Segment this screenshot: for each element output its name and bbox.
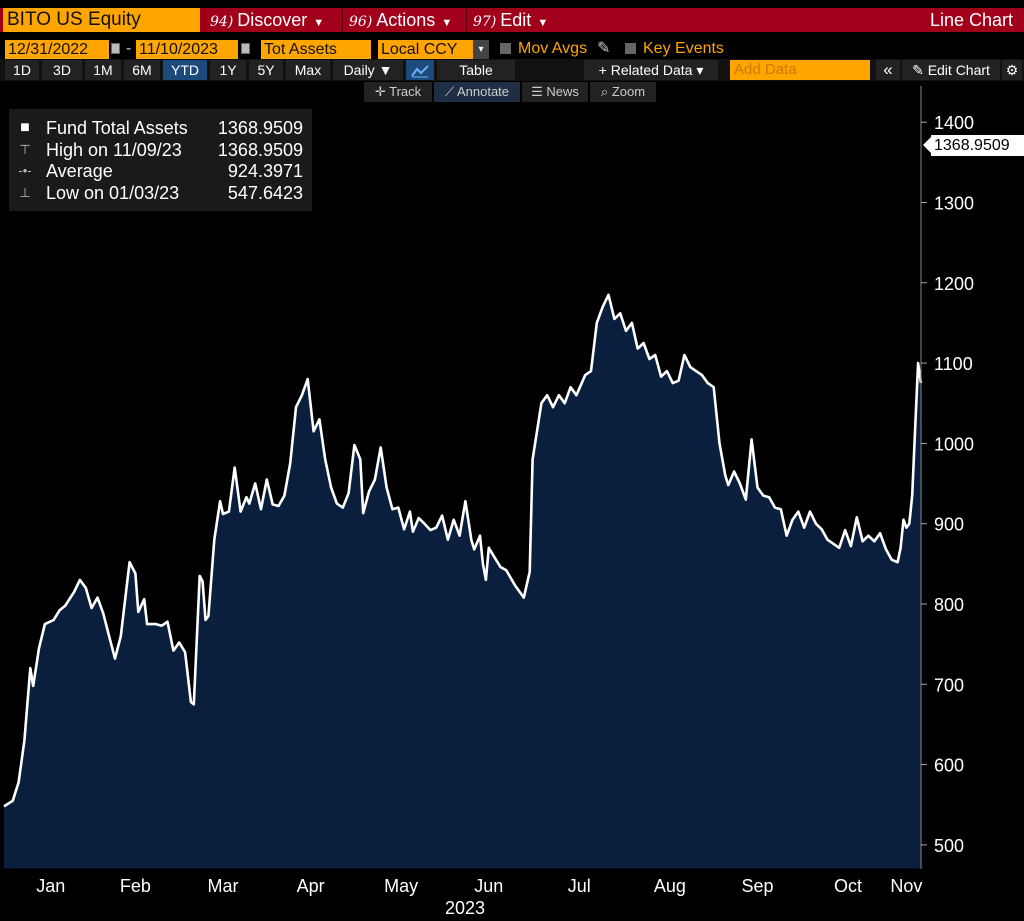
currency-selector[interactable]: Local CCY bbox=[378, 40, 473, 59]
line-chart-glyph bbox=[411, 65, 429, 78]
gear-icon[interactable]: ⚙ bbox=[1002, 60, 1022, 80]
x-tick-label: Mar bbox=[208, 876, 239, 896]
y-tick-label: 600 bbox=[934, 756, 964, 776]
x-tick-label: Nov bbox=[890, 876, 922, 896]
top-strip bbox=[0, 0, 1024, 8]
range-5y[interactable]: 5Y bbox=[249, 60, 283, 80]
annotate-tool[interactable]: ⟋ Annotate bbox=[434, 82, 520, 102]
magnifier-icon: ⌕ bbox=[600, 84, 612, 99]
x-tick-label: Jan bbox=[36, 876, 65, 896]
edit-chart-button[interactable]: ✎ Edit Chart bbox=[902, 60, 1000, 80]
legend-label: Low on 01/03/23 bbox=[46, 183, 180, 203]
news-label: News bbox=[546, 84, 579, 99]
calendar-icon[interactable] bbox=[241, 43, 250, 54]
news-icon: ☰ bbox=[531, 84, 547, 99]
track-label: Track bbox=[389, 84, 422, 99]
actions-menu-label: Actions bbox=[376, 10, 436, 30]
end-date-field[interactable]: 11/10/2023 bbox=[136, 40, 238, 59]
legend-value: 547.6423 bbox=[227, 183, 303, 203]
track-tool[interactable]: ✛ Track bbox=[364, 82, 432, 102]
zoom-label: Zoom bbox=[611, 84, 646, 99]
x-tick-label: Feb bbox=[120, 876, 151, 896]
low-marker-icon: ⊥ bbox=[19, 185, 31, 200]
x-tick-label: May bbox=[384, 876, 418, 896]
range-1d[interactable]: 1D bbox=[5, 60, 39, 80]
line-chart-icon[interactable] bbox=[406, 60, 434, 80]
x-axis-year-label: 2023 bbox=[445, 898, 485, 918]
x-tick-label: Aug bbox=[654, 876, 686, 896]
chevron-down-icon: ▼ bbox=[441, 17, 453, 29]
discover-menu-number: 94) bbox=[210, 14, 234, 30]
zoom-tool[interactable]: ⌕ Zoom bbox=[590, 82, 656, 102]
series-line bbox=[3, 293, 923, 808]
y-tick-label: 1300 bbox=[934, 193, 974, 213]
crosshair-icon: ✛ bbox=[374, 84, 390, 99]
pencil-icon: ⟋ bbox=[444, 84, 457, 99]
y-tick-label: 500 bbox=[934, 836, 964, 856]
last-value-tag: 1368.9509 bbox=[923, 135, 1024, 156]
discover-menu-label: Discover bbox=[237, 10, 308, 30]
pencil-icon: ✎ bbox=[912, 62, 928, 78]
legend-value: 1368.9509 bbox=[217, 140, 303, 160]
average-marker-icon: -•- bbox=[18, 163, 32, 178]
add-data-input[interactable]: Add Data bbox=[730, 60, 870, 80]
actions-menu-number: 96) bbox=[349, 14, 373, 30]
news-tool[interactable]: ☰ News bbox=[522, 82, 588, 102]
plot-area: 500 600 700 800 900 1000 1100 1200 1300 1400 Jan Fe… bbox=[3, 86, 974, 918]
related-data-button[interactable]: + Related Data ▾ bbox=[584, 60, 718, 80]
x-tick-label: Jun bbox=[474, 876, 503, 896]
field-selector[interactable]: Tot Assets bbox=[261, 40, 371, 59]
key-events-checkbox[interactable] bbox=[625, 43, 636, 54]
period-dropdown[interactable]: Daily ▼ bbox=[333, 60, 403, 80]
mov-avgs-label[interactable]: Mov Avgs bbox=[518, 40, 588, 57]
range-ytd[interactable]: YTD bbox=[163, 60, 207, 80]
edit-menu[interactable]: 97) Edit ▼ bbox=[466, 8, 559, 32]
y-tick-label: 1400 bbox=[934, 113, 974, 133]
series-area-fill bbox=[4, 294, 921, 869]
legend-label: Average bbox=[46, 161, 113, 181]
y-tick-label: 900 bbox=[934, 515, 964, 535]
x-tick-label: Jul bbox=[568, 876, 591, 896]
range-1m[interactable]: 1M bbox=[85, 60, 121, 80]
legend-label: High on 11/09/23 bbox=[46, 140, 182, 160]
y-tick-label: 800 bbox=[934, 595, 964, 615]
pencil-icon[interactable]: ✎ bbox=[597, 40, 611, 57]
annotate-label: Annotate bbox=[456, 84, 510, 99]
y-tick-label: 1200 bbox=[934, 274, 974, 294]
legend-label: Fund Total Assets bbox=[46, 118, 188, 138]
edit-menu-label: Edit bbox=[500, 10, 532, 30]
chevron-down-icon: ▼ bbox=[313, 17, 325, 29]
x-tick-label: Oct bbox=[834, 876, 862, 896]
discover-menu[interactable]: 94) Discover ▼ bbox=[203, 8, 342, 32]
square-icon: ■ bbox=[20, 119, 30, 136]
high-marker-icon: ⊤ bbox=[19, 142, 31, 157]
y-tick-label: 1000 bbox=[934, 434, 974, 454]
currency-dropdown-icon[interactable]: ▾ bbox=[473, 40, 489, 59]
range-3d[interactable]: 3D bbox=[42, 60, 82, 80]
chevron-down-icon: ▼ bbox=[537, 17, 549, 29]
legend-box: ■ Fund Total Assets 1368.9509 ⊤ High on … bbox=[9, 109, 312, 211]
security-field[interactable]: BITO US Equity bbox=[3, 8, 200, 32]
actions-menu[interactable]: 96) Actions ▼ bbox=[342, 8, 465, 32]
date-separator: - bbox=[126, 40, 132, 57]
mov-avgs-checkbox[interactable] bbox=[500, 43, 511, 54]
chart-type-title: Line Chart bbox=[929, 10, 1013, 30]
key-events-label[interactable]: Key Events bbox=[643, 40, 724, 57]
start-date-field[interactable]: 12/31/2022 bbox=[5, 40, 109, 59]
collapse-button[interactable]: « bbox=[876, 60, 900, 80]
range-6m[interactable]: 6M bbox=[124, 60, 160, 80]
edit-menu-number: 97) bbox=[473, 14, 497, 30]
range-1y[interactable]: 1Y bbox=[210, 60, 246, 80]
legend-value: 924.3971 bbox=[227, 161, 303, 181]
table-button[interactable]: Table bbox=[437, 60, 515, 80]
y-tick-label: 1100 bbox=[934, 354, 973, 374]
edit-chart-label: Edit Chart bbox=[927, 62, 990, 78]
x-tick-label: Apr bbox=[297, 876, 325, 896]
range-max[interactable]: Max bbox=[286, 60, 330, 80]
calendar-icon[interactable] bbox=[111, 43, 120, 54]
y-tick-label: 700 bbox=[934, 675, 964, 695]
x-tick-label: Sep bbox=[741, 876, 773, 896]
legend-value: 1368.9509 bbox=[217, 118, 303, 138]
